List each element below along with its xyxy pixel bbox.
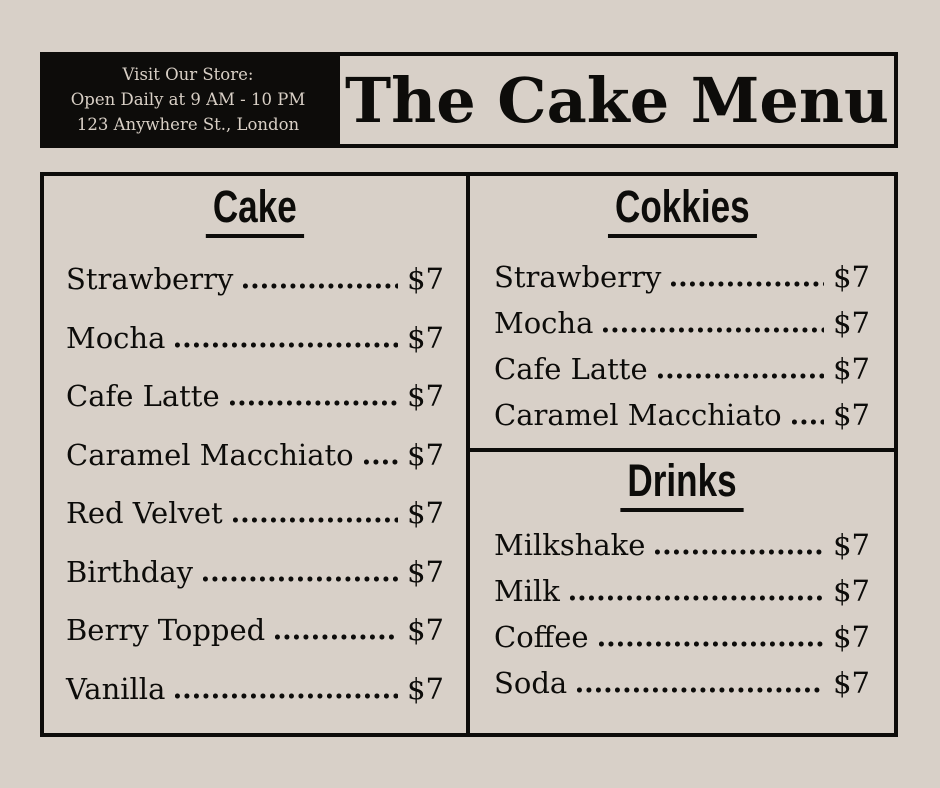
menu-item-row: Coffee $7 <box>494 614 870 660</box>
dots-leader <box>229 400 399 407</box>
menu-item-row: Milkshake $7 <box>494 522 870 568</box>
menu-item-row: Mocha $7 <box>494 300 870 346</box>
dots-leader <box>655 549 825 556</box>
dots-leader <box>232 517 399 524</box>
dots-leader <box>363 458 399 465</box>
item-price: $7 <box>833 528 870 563</box>
section-drinks-title-wrap: Drinks <box>494 455 870 513</box>
menu-item-row: Red Velvet $7 <box>66 484 444 543</box>
store-info-line-1: Visit Our Store: <box>122 64 254 84</box>
item-price: $7 <box>833 260 870 295</box>
item-price: $7 <box>833 620 870 655</box>
item-name: Berry Topped <box>66 613 266 648</box>
dots-leader <box>569 595 825 602</box>
menu-item-row: Soda $7 <box>494 660 870 706</box>
item-name: Strawberry <box>66 262 234 297</box>
menu-item-row: Birthday $7 <box>66 543 444 602</box>
section-cake-title: Cake <box>206 181 304 239</box>
item-price: $7 <box>407 379 444 414</box>
item-price: $7 <box>407 496 444 531</box>
section-drinks: Drinks Milkshake $7 Milk $7 <box>470 452 894 733</box>
section-cake: Cake Strawberry $7 Mocha $7 Cafe Latte <box>44 176 470 733</box>
item-name: Birthday <box>66 554 194 589</box>
item-name: Mocha <box>66 320 166 355</box>
item-price: $7 <box>833 306 870 341</box>
item-price: $7 <box>407 262 444 297</box>
menu-item-row: Cafe Latte $7 <box>494 346 870 392</box>
item-price: $7 <box>833 398 870 433</box>
item-name: Soda <box>494 666 568 701</box>
right-column: Cokkies Strawberry $7 Mocha $7 <box>470 176 894 733</box>
item-name: Milk <box>494 574 560 609</box>
dots-leader <box>243 283 399 290</box>
item-price: $7 <box>407 613 444 648</box>
page-title: The Cake Menu <box>345 63 889 137</box>
item-name: Red Velvet <box>66 496 223 531</box>
menu-item-row: Vanilla $7 <box>66 660 444 719</box>
dots-leader <box>598 641 825 648</box>
section-cokkies-title-wrap: Cokkies <box>494 181 870 239</box>
item-name: Strawberry <box>494 260 662 295</box>
drinks-items: Milkshake $7 Milk $7 Coffee $7 <box>494 522 870 706</box>
dots-leader <box>175 692 399 699</box>
item-price: $7 <box>407 320 444 355</box>
item-price: $7 <box>407 554 444 589</box>
menu-item-row: Mocha $7 <box>66 309 444 368</box>
section-cake-title-wrap: Cake <box>66 181 444 239</box>
item-name: Cafe Latte <box>494 352 648 387</box>
dots-leader <box>603 327 825 334</box>
item-price: $7 <box>407 437 444 472</box>
menu-item-row: Caramel Macchiato $7 <box>494 392 870 438</box>
cokkies-items: Strawberry $7 Mocha $7 Cafe Latte $7 <box>494 254 870 438</box>
title-box: The Cake Menu <box>336 52 898 148</box>
dots-leader <box>275 634 399 641</box>
item-name: Vanilla <box>66 671 166 706</box>
store-info-box: Visit Our Store: Open Daily at 9 AM - 10… <box>40 52 336 148</box>
store-info-line-2: Open Daily at 9 AM - 10 PM <box>70 89 306 109</box>
menu-item-row: Caramel Macchiato $7 <box>66 426 444 485</box>
item-price: $7 <box>833 666 870 701</box>
item-name: Cafe Latte <box>66 379 220 414</box>
item-name: Milkshake <box>494 528 646 563</box>
cake-items: Strawberry $7 Mocha $7 Cafe Latte $7 <box>66 250 444 718</box>
dots-leader <box>657 373 825 380</box>
section-cokkies-title: Cokkies <box>607 181 757 239</box>
item-name: Mocha <box>494 306 594 341</box>
menu-item-row: Strawberry $7 <box>494 254 870 300</box>
item-name: Caramel Macchiato <box>494 398 782 433</box>
dots-leader <box>577 687 825 694</box>
section-drinks-title: Drinks <box>620 455 744 513</box>
menu-header: Visit Our Store: Open Daily at 9 AM - 10… <box>40 52 898 148</box>
dots-leader <box>203 575 399 582</box>
item-price: $7 <box>833 352 870 387</box>
item-name: Caramel Macchiato <box>66 437 354 472</box>
menu-item-row: Berry Topped $7 <box>66 601 444 660</box>
item-price: $7 <box>407 671 444 706</box>
dots-leader <box>175 341 399 348</box>
dots-leader <box>791 419 825 426</box>
store-info-line-3: 123 Anywhere St., London <box>76 115 300 135</box>
item-name: Coffee <box>494 620 589 655</box>
menu-item-row: Strawberry $7 <box>66 250 444 309</box>
menu-panel: Cake Strawberry $7 Mocha $7 Cafe Latte <box>40 172 898 737</box>
menu-item-row: Milk $7 <box>494 568 870 614</box>
section-cokkies: Cokkies Strawberry $7 Mocha $7 <box>470 176 894 452</box>
item-price: $7 <box>833 574 870 609</box>
menu-item-row: Cafe Latte $7 <box>66 367 444 426</box>
dots-leader <box>671 281 825 288</box>
